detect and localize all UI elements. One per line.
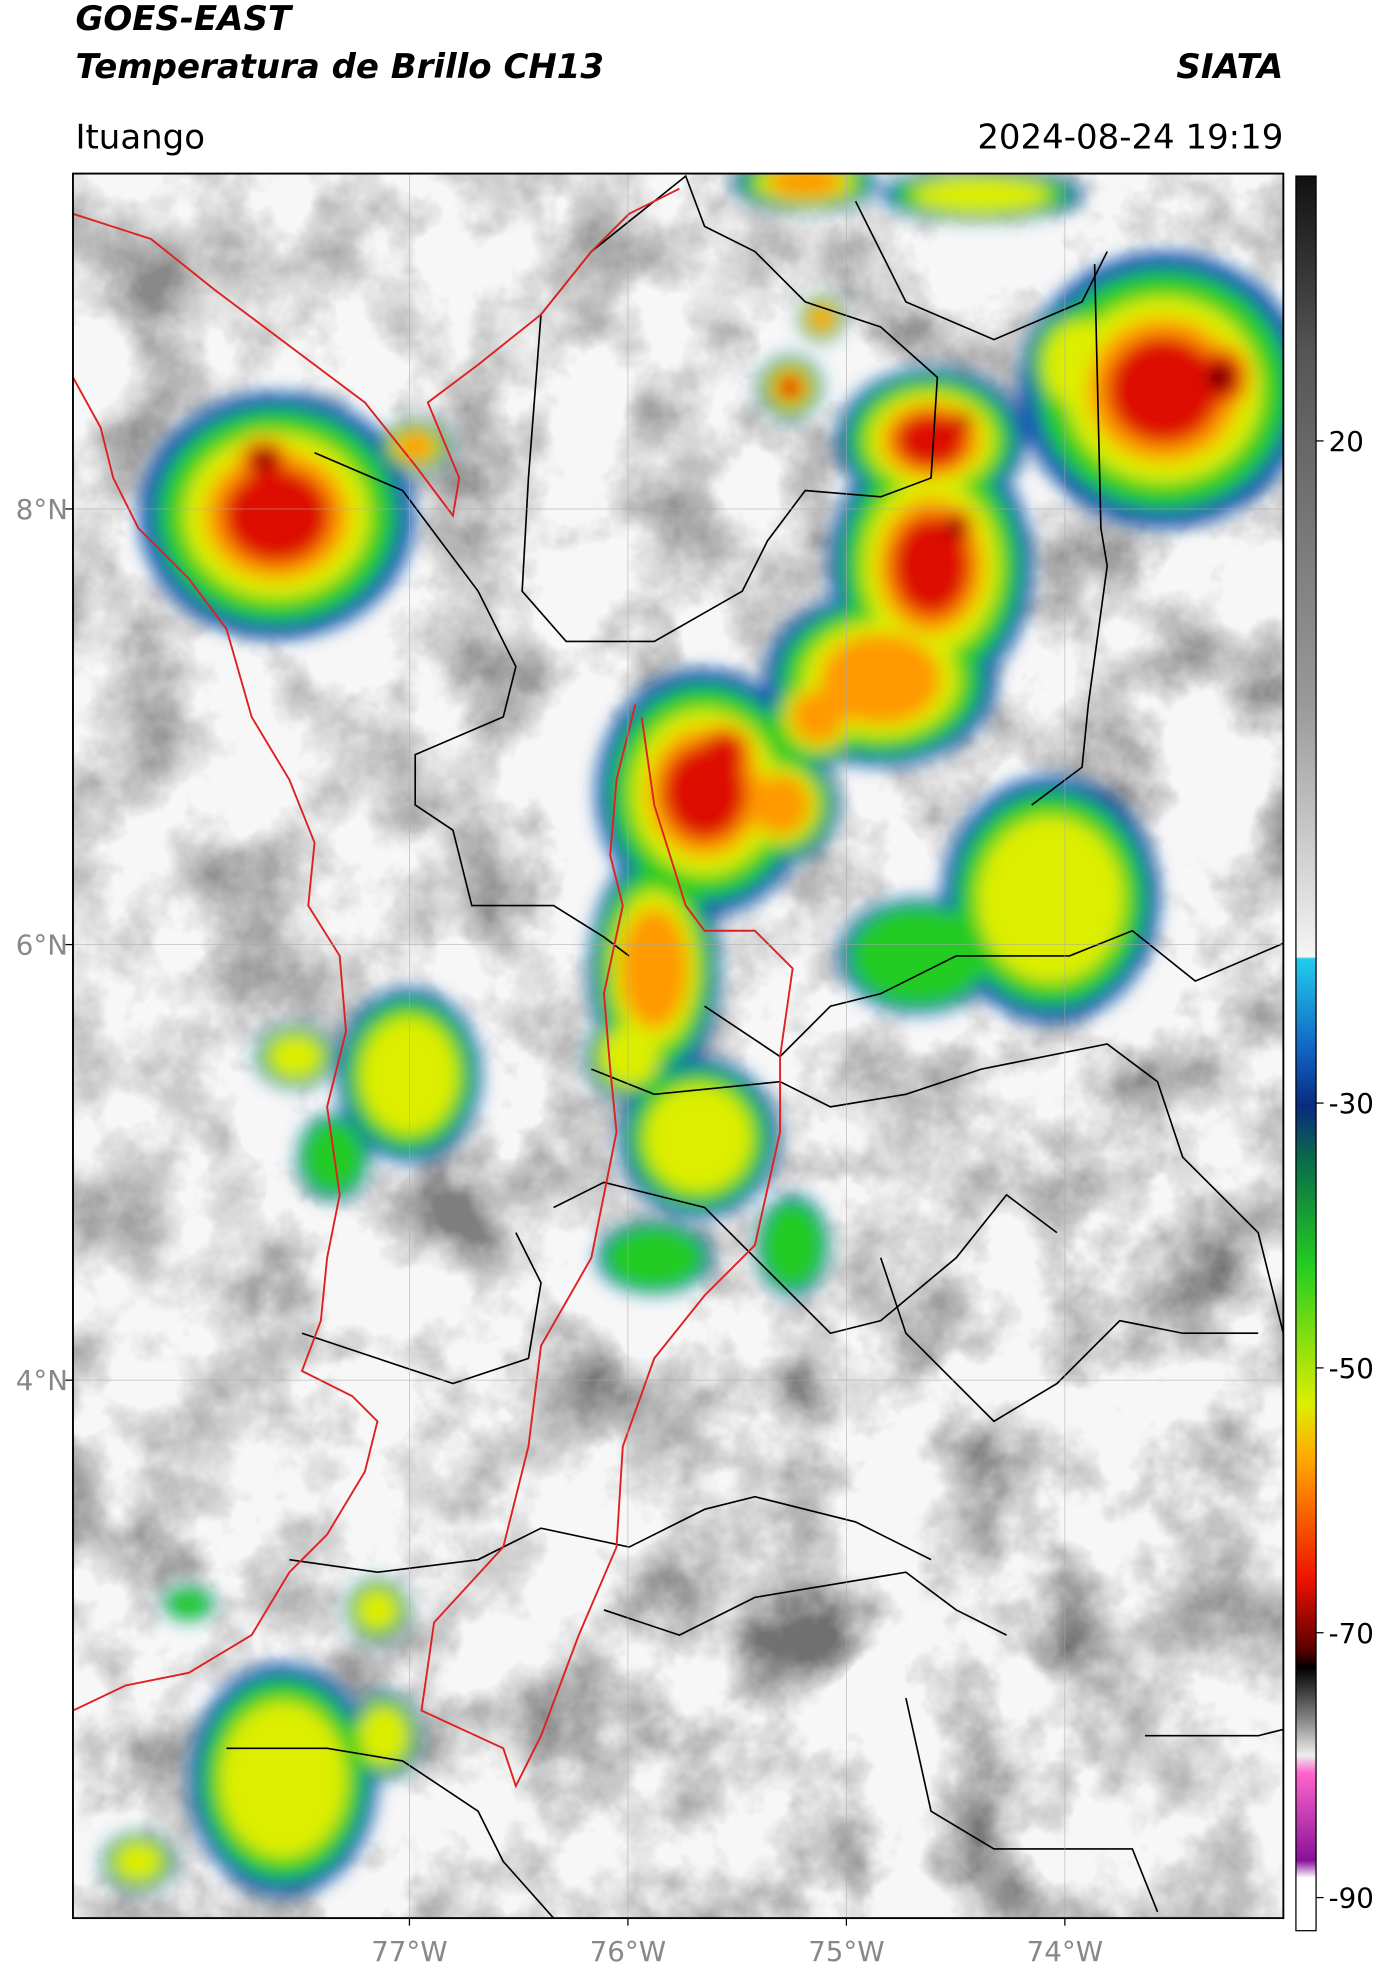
map-frame bbox=[72, 172, 1285, 1920]
storm-layer bbox=[599, 1027, 659, 1086]
y-tick-label: 4°N bbox=[16, 1364, 68, 1397]
storm-layer bbox=[396, 432, 435, 461]
title: GOES-EAST bbox=[75, 0, 293, 39]
storm-layer bbox=[219, 1701, 347, 1859]
storm-layer bbox=[113, 1841, 163, 1882]
storm-layer bbox=[268, 1034, 324, 1079]
storm-layer bbox=[894, 411, 968, 469]
colorbar-ticks: 20 -30 -50 -70 -90 bbox=[1316, 425, 1374, 1915]
storm-layer bbox=[644, 1084, 753, 1193]
storm-layer bbox=[767, 173, 843, 198]
graticule bbox=[72, 173, 1284, 1919]
storm-layer bbox=[166, 1588, 212, 1619]
storm-layer bbox=[976, 815, 1125, 983]
storm-layer bbox=[761, 1201, 825, 1290]
storm-layer bbox=[809, 306, 834, 331]
storm-layer bbox=[355, 1588, 400, 1632]
storm-layer bbox=[949, 519, 964, 537]
datetime: 2024-08-24 19:19 bbox=[977, 117, 1283, 157]
x-tick-label: 77°W bbox=[371, 1935, 447, 1968]
x-tick-label: 74°W bbox=[1027, 1935, 1103, 1968]
colorbar bbox=[1295, 175, 1317, 1932]
storm-layer bbox=[359, 1016, 458, 1135]
storm-layer bbox=[620, 908, 689, 1029]
storm-layer bbox=[912, 177, 1051, 213]
storm-layer bbox=[240, 526, 275, 555]
axes: 77°W 76°W 75°W 74°W 8°N 6°N 4°N bbox=[16, 493, 1103, 1968]
coastline bbox=[72, 187, 794, 1789]
colorbar-tick-label: -90 bbox=[1329, 1882, 1374, 1915]
storm-layer bbox=[820, 633, 942, 725]
x-tick-label: 76°W bbox=[590, 1935, 666, 1968]
map-area bbox=[72, 173, 1284, 1919]
colorbar-tick-label: 20 bbox=[1329, 425, 1364, 458]
colorbar-tick-label: -50 bbox=[1329, 1352, 1374, 1385]
storm-layer bbox=[223, 467, 331, 564]
colorbar-tick-label: -30 bbox=[1329, 1087, 1374, 1120]
storm-layer bbox=[777, 374, 803, 400]
storm-layer bbox=[791, 690, 845, 744]
location: Ituango bbox=[75, 117, 205, 157]
storm-layer bbox=[254, 451, 274, 467]
storm-layer bbox=[849, 905, 988, 1007]
storm-layer bbox=[749, 774, 811, 836]
storm-layer bbox=[957, 417, 968, 426]
storm-cells bbox=[102, 173, 1284, 1896]
y-tick-label: 8°N bbox=[16, 493, 68, 526]
borders bbox=[226, 174, 1284, 1919]
storm-layer bbox=[603, 1226, 705, 1290]
y-tick-label: 6°N bbox=[16, 929, 68, 962]
storm-layer bbox=[359, 1706, 409, 1766]
colorbar-tick-label: -70 bbox=[1329, 1617, 1374, 1650]
source: SIATA bbox=[1176, 47, 1283, 87]
storm-layer bbox=[1107, 336, 1221, 444]
storm-layer bbox=[1209, 364, 1232, 390]
storm-layer bbox=[700, 732, 747, 778]
x-tick-label: 75°W bbox=[808, 1935, 884, 1968]
subtitle: Temperatura de Brillo CH13 bbox=[75, 47, 604, 87]
